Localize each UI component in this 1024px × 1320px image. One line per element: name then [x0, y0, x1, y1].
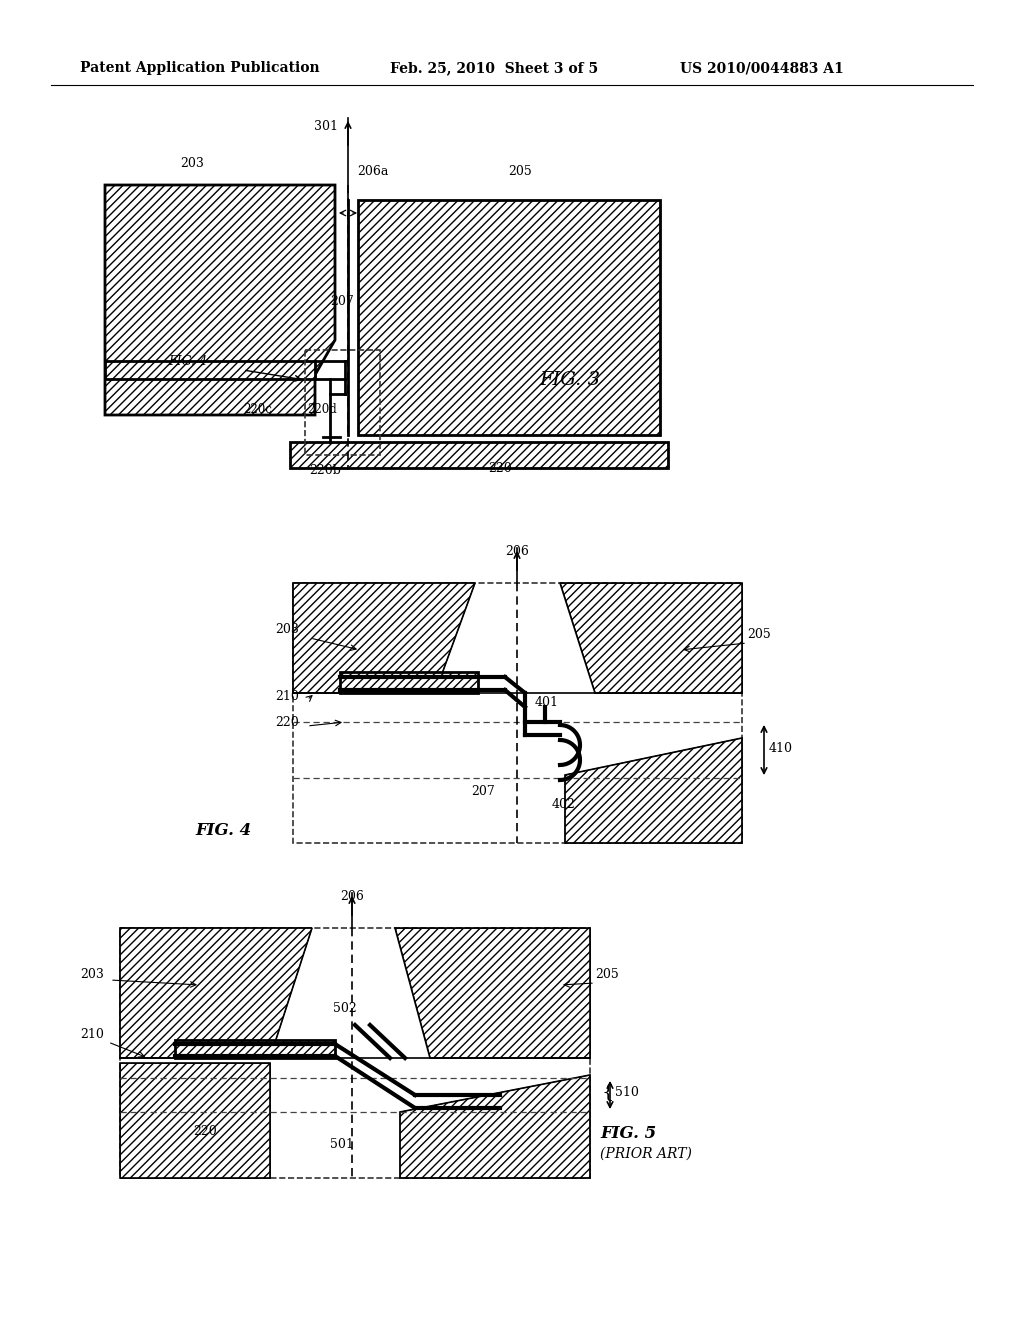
Text: 210: 210 — [275, 690, 299, 704]
Text: 220: 220 — [488, 462, 512, 475]
Text: 206a: 206a — [357, 165, 388, 178]
Text: 206: 206 — [505, 545, 529, 558]
Text: 501: 501 — [330, 1138, 354, 1151]
Text: FIG. 4: FIG. 4 — [195, 822, 251, 840]
Text: FIG. 5: FIG. 5 — [600, 1125, 656, 1142]
Text: FIG. 3: FIG. 3 — [540, 371, 600, 389]
Polygon shape — [358, 201, 660, 436]
Text: 203: 203 — [180, 157, 204, 170]
Text: 205: 205 — [508, 165, 531, 178]
Text: 301: 301 — [314, 120, 338, 133]
Text: Patent Application Publication: Patent Application Publication — [80, 61, 319, 75]
Text: 401: 401 — [535, 696, 559, 709]
Polygon shape — [120, 1063, 270, 1177]
Polygon shape — [340, 672, 478, 693]
Text: 510: 510 — [615, 1086, 639, 1100]
Text: 410: 410 — [769, 742, 793, 755]
Text: 220c: 220c — [243, 403, 272, 416]
Text: 207: 207 — [471, 785, 495, 799]
Text: 502: 502 — [333, 1002, 356, 1015]
Text: 220b: 220b — [309, 465, 341, 477]
Text: 205: 205 — [595, 968, 618, 981]
Text: 207: 207 — [330, 294, 353, 308]
Polygon shape — [293, 583, 475, 693]
Text: 220: 220 — [194, 1125, 217, 1138]
Text: 220: 220 — [275, 715, 299, 729]
Polygon shape — [175, 1040, 335, 1059]
Text: 402: 402 — [552, 799, 575, 810]
Text: 206: 206 — [340, 890, 364, 903]
Text: {: { — [602, 1082, 614, 1101]
Polygon shape — [565, 738, 742, 843]
Text: 220d: 220d — [307, 403, 337, 416]
Text: US 2010/0044883 A1: US 2010/0044883 A1 — [680, 61, 844, 75]
Polygon shape — [105, 360, 315, 379]
Text: 210: 210 — [80, 1028, 103, 1041]
Text: (PRIOR ART): (PRIOR ART) — [600, 1147, 692, 1162]
Text: 203: 203 — [275, 623, 299, 636]
Polygon shape — [105, 185, 335, 414]
Polygon shape — [120, 928, 312, 1059]
Text: Feb. 25, 2010  Sheet 3 of 5: Feb. 25, 2010 Sheet 3 of 5 — [390, 61, 598, 75]
Text: 205: 205 — [746, 628, 771, 642]
Polygon shape — [400, 1074, 590, 1177]
Polygon shape — [560, 583, 742, 693]
Polygon shape — [290, 442, 668, 469]
Text: 203: 203 — [80, 968, 103, 981]
Polygon shape — [395, 928, 590, 1059]
Text: FIG. 4: FIG. 4 — [168, 355, 207, 368]
